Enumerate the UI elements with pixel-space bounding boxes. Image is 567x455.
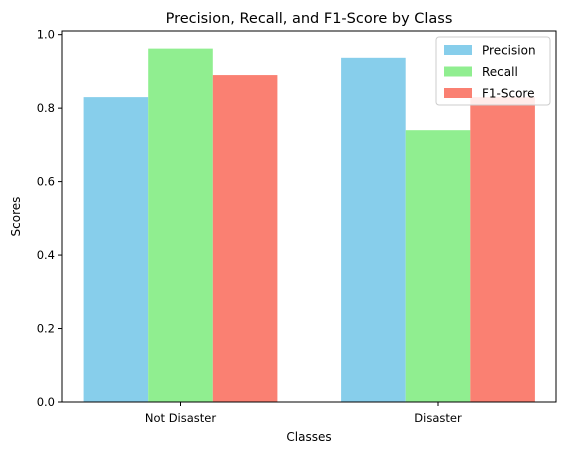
x-axis: Not Disaster Disaster [145,402,462,425]
bar-f1-score-disaster [470,97,535,403]
plot-area [83,48,535,403]
legend: Precision Recall F1-Score [435,36,551,106]
y-tick-label: 0.6 [37,175,55,189]
legend-label-recall: Recall [482,65,518,79]
bar-recall-not-disaster [148,48,213,402]
bar-recall-disaster [405,130,471,402]
y-tick-label: 0.0 [37,395,55,409]
chart-title: Precision, Recall, and F1-Score by Class [166,11,453,27]
legend-label-f1-score: F1-Score [482,87,534,101]
y-tick-label: 0.8 [37,101,55,115]
legend-label-precision: Precision [482,44,536,58]
y-tick-label: 0.4 [37,248,55,262]
bar-precision-disaster [341,57,406,402]
bar-f1-score-not-disaster [212,75,278,402]
legend-swatch-precision [444,45,472,55]
legend-swatch-f1-score [444,88,472,98]
bar-precision-not-disaster [83,97,149,403]
y-tick-label: 1.0 [37,28,55,42]
y-axis: 0.0 0.2 0.4 0.6 0.8 1.0 [37,28,62,409]
x-axis-label: Classes [286,430,331,444]
x-tick-label: Not Disaster [145,411,216,425]
y-tick-label: 0.2 [37,322,55,336]
legend-swatch-recall [444,66,472,77]
y-axis-label: Scores [9,197,23,237]
x-tick-label: Disaster [414,411,462,425]
plot-frame [61,30,557,403]
